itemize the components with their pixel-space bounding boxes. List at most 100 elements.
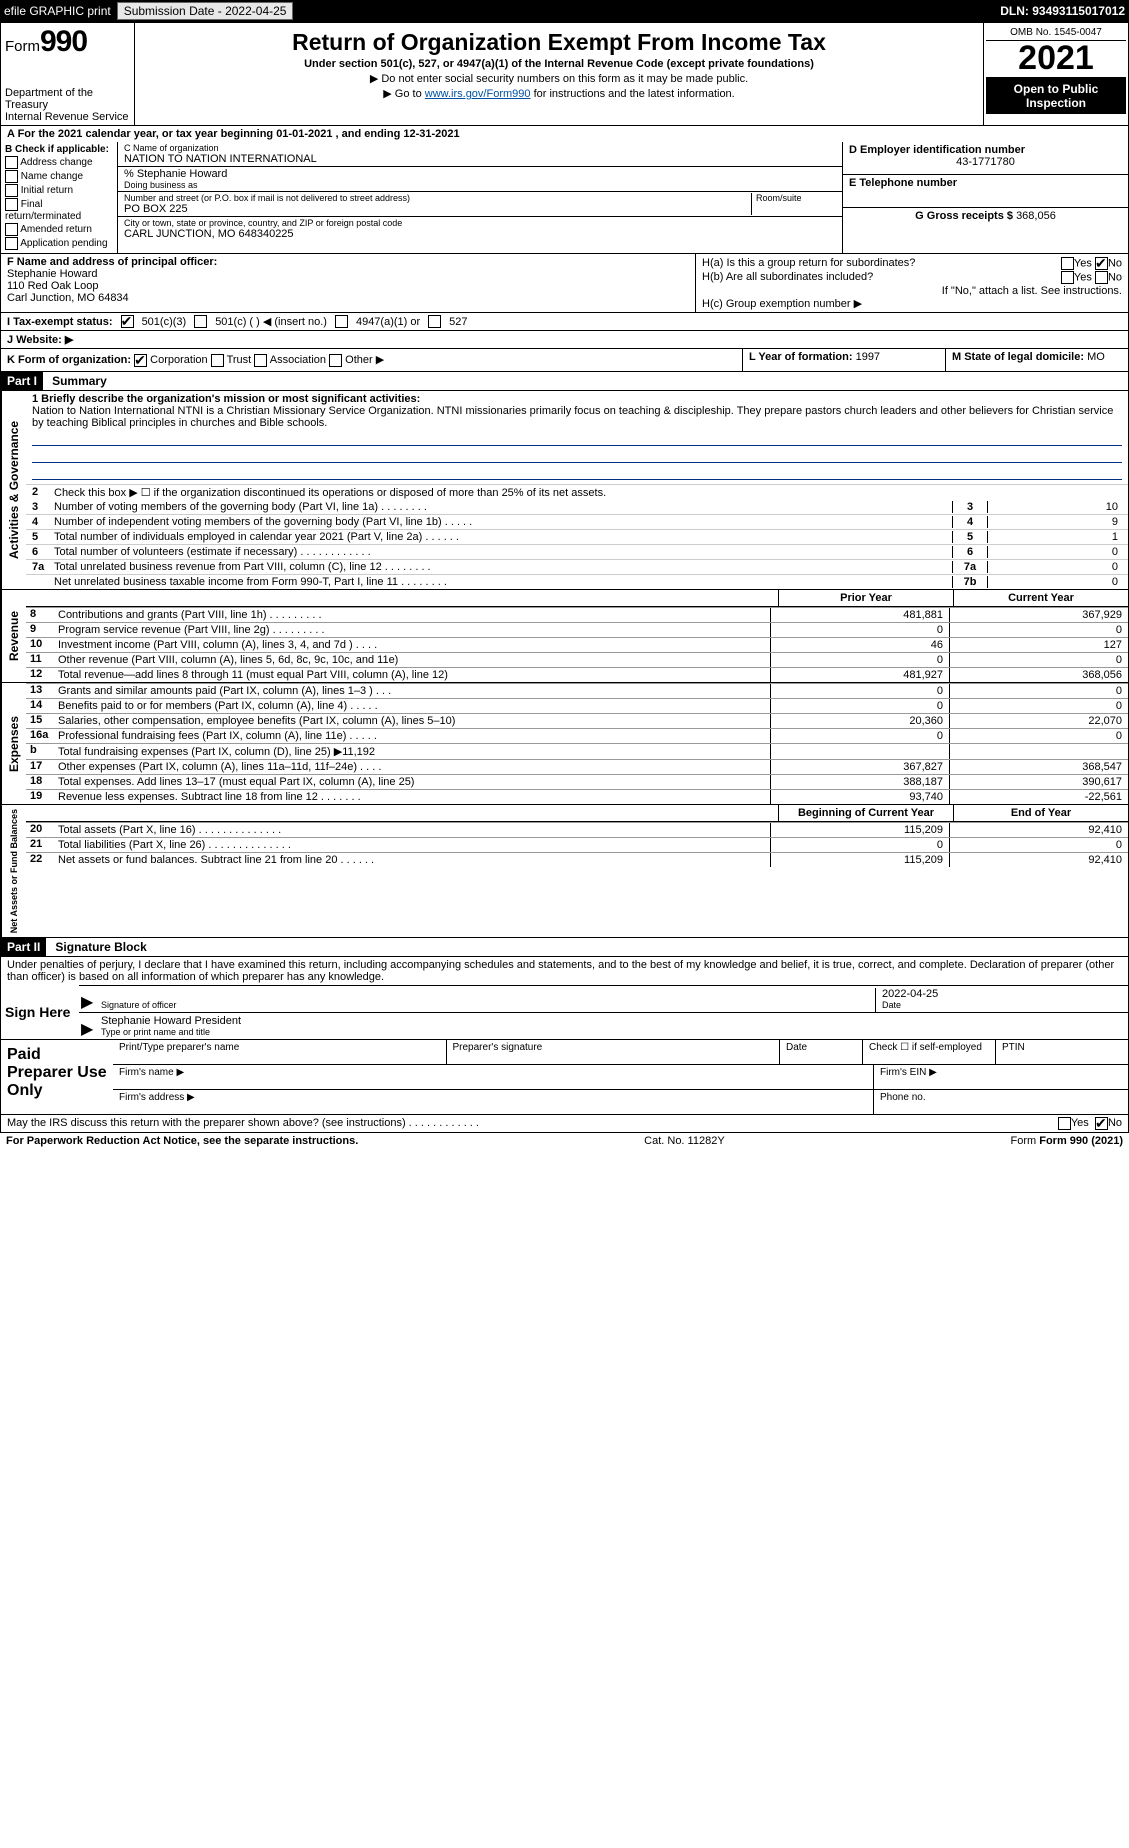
- fin-row: bTotal fundraising expenses (Part IX, co…: [26, 743, 1128, 759]
- pra-notice: For Paperwork Reduction Act Notice, see …: [6, 1135, 358, 1147]
- chk-initial-return[interactable]: Initial return: [5, 184, 113, 197]
- cat-no: Cat. No. 11282Y: [644, 1135, 725, 1147]
- ha-no-checkbox[interactable]: [1095, 257, 1108, 270]
- hb-no-checkbox[interactable]: [1095, 271, 1108, 284]
- hc-label: H(c) Group exemption number ▶: [702, 297, 1122, 310]
- prep-ptin-label: PTIN: [995, 1040, 1128, 1064]
- revenue-header: Prior Year Current Year: [26, 590, 1128, 607]
- opt-assoc: Association: [270, 354, 326, 366]
- note-goto: ▶ Go to www.irs.gov/Form990 for instruct…: [143, 87, 975, 100]
- paid-preparer-block: Paid Preparer Use Only Print/Type prepar…: [0, 1040, 1129, 1115]
- header-right: OMB No. 1545-0047 2021 Open to Public In…: [984, 23, 1128, 125]
- ag-row: 6Total number of volunteers (estimate if…: [26, 544, 1128, 559]
- part1-expenses: Expenses 13Grants and similar amounts pa…: [0, 683, 1129, 805]
- discuss-label: May the IRS discuss this return with the…: [7, 1117, 1058, 1129]
- yes-label: Yes: [1071, 1117, 1089, 1129]
- paid-preparer-label: Paid Preparer Use Only: [1, 1040, 113, 1114]
- officer-name: Stephanie Howard: [7, 268, 98, 280]
- m-label: M State of legal domicile:: [952, 351, 1084, 363]
- ein-value: 43-1771780: [849, 156, 1122, 168]
- irs-link[interactable]: www.irs.gov/Form990: [425, 88, 531, 100]
- mission-text: Nation to Nation International NTNI is a…: [32, 405, 1122, 429]
- firm-ein-label: Firm's EIN ▶: [873, 1065, 1128, 1089]
- room-label: Room/suite: [756, 193, 836, 203]
- underline: [32, 465, 1122, 480]
- line2: 2 Check this box ▶ ☐ if the organization…: [26, 484, 1128, 500]
- dept-line1: Department of the Treasury: [5, 87, 130, 111]
- period-line: A For the 2021 calendar year, or tax yea…: [0, 126, 1129, 142]
- city: CARL JUNCTION, MO 648340225: [124, 228, 836, 240]
- chk-application-pending[interactable]: Application pending: [5, 237, 113, 250]
- fin-row: 16aProfessional fundraising fees (Part I…: [26, 728, 1128, 743]
- ag-row: 5Total number of individuals employed in…: [26, 529, 1128, 544]
- form-number: 990: [40, 25, 87, 58]
- note-goto-post: for instructions and the latest informat…: [531, 88, 735, 100]
- ag-row: Net unrelated business taxable income fr…: [26, 574, 1128, 589]
- mission-block: 1 Briefly describe the organization's mi…: [26, 391, 1128, 484]
- chk-other[interactable]: [329, 354, 342, 367]
- side-expenses: Expenses: [1, 683, 26, 804]
- row-j: J Website: ▶: [0, 331, 1129, 349]
- dept-line2: Internal Revenue Service: [5, 111, 130, 123]
- ein-label: D Employer identification number: [849, 144, 1122, 156]
- col-c: C Name of organization NATION TO NATION …: [118, 142, 843, 253]
- chk-4947[interactable]: [335, 315, 348, 328]
- form-subtitle: Under section 501(c), 527, or 4947(a)(1)…: [143, 58, 975, 70]
- k-label: K Form of organization:: [7, 354, 131, 366]
- care-of: % Stephanie Howard: [124, 168, 836, 180]
- note-ssn: ▶ Do not enter social security numbers o…: [143, 72, 975, 85]
- gross-value: 368,056: [1016, 210, 1056, 222]
- discuss-no-checkbox[interactable]: [1095, 1117, 1108, 1130]
- chk-trust[interactable]: [211, 354, 224, 367]
- ag-row: 4Number of independent voting members of…: [26, 514, 1128, 529]
- chk-label: Name change: [21, 171, 83, 182]
- opt-trust: Trust: [227, 354, 252, 366]
- col-de: D Employer identification number 43-1771…: [843, 142, 1128, 253]
- part1-revenue: Revenue Prior Year Current Year 8Contrib…: [0, 590, 1129, 683]
- fin-row: 15Salaries, other compensation, employee…: [26, 713, 1128, 728]
- ha-yes-checkbox[interactable]: [1061, 257, 1074, 270]
- chk-501c3[interactable]: [121, 315, 134, 328]
- fin-row: 13Grants and similar amounts paid (Part …: [26, 683, 1128, 698]
- sig-officer-label: Signature of officer: [101, 1000, 869, 1010]
- side-activities: Activities & Governance: [1, 391, 26, 589]
- chk-association[interactable]: [254, 354, 267, 367]
- l-value: 1997: [856, 351, 880, 363]
- line2-text: Check this box ▶ ☐ if the organization d…: [54, 486, 1122, 499]
- firm-name-label: Firm's name ▶: [113, 1065, 873, 1089]
- hb-yes-checkbox[interactable]: [1061, 271, 1074, 284]
- discuss-yes-checkbox[interactable]: [1058, 1117, 1071, 1130]
- ha-label: H(a) Is this a group return for subordin…: [702, 257, 915, 270]
- col-end: End of Year: [953, 805, 1128, 822]
- chk-address-change[interactable]: Address change: [5, 156, 113, 169]
- org-name: NATION TO NATION INTERNATIONAL: [124, 153, 836, 165]
- form-header: Form990 Department of the Treasury Inter…: [0, 22, 1129, 126]
- chk-corporation[interactable]: [134, 354, 147, 367]
- part2-header-row: Part II Signature Block: [0, 938, 1129, 957]
- fin-row: 8Contributions and grants (Part VIII, li…: [26, 607, 1128, 622]
- dln-label: DLN: 93493115017012: [1000, 4, 1125, 18]
- penalty-text: Under penalties of perjury, I declare th…: [1, 957, 1128, 985]
- ag-row: 7aTotal unrelated business revenue from …: [26, 559, 1128, 574]
- chk-527[interactable]: [428, 315, 441, 328]
- fin-row: 17Other expenses (Part IX, column (A), l…: [26, 759, 1128, 774]
- chk-final-return[interactable]: Final return/terminated: [5, 198, 113, 222]
- opt-527: 527: [449, 316, 467, 328]
- net-header: Beginning of Current Year End of Year: [26, 805, 1128, 822]
- dba-label: Doing business as: [124, 180, 836, 190]
- submission-date-button[interactable]: Submission Date - 2022-04-25: [117, 2, 294, 20]
- m-value: MO: [1087, 351, 1105, 363]
- prep-check-label: Check ☐ if self-employed: [862, 1040, 995, 1064]
- chk-501c[interactable]: [194, 315, 207, 328]
- underline: [32, 431, 1122, 446]
- arrow-icon: ▶: [79, 992, 95, 1012]
- opt-other: Other ▶: [345, 354, 384, 366]
- chk-name-change[interactable]: Name change: [5, 170, 113, 183]
- form-footer: Form Form 990 (2021): [1011, 1135, 1124, 1147]
- open-public-badge: Open to Public Inspection: [986, 78, 1126, 114]
- chk-amended-return[interactable]: Amended return: [5, 223, 113, 236]
- discuss-row: May the IRS discuss this return with the…: [0, 1115, 1129, 1133]
- yes-label: Yes: [1074, 271, 1092, 283]
- hb-note: If "No," attach a list. See instructions…: [702, 285, 1122, 297]
- officer-printed-name: Stephanie Howard President: [101, 1015, 1122, 1027]
